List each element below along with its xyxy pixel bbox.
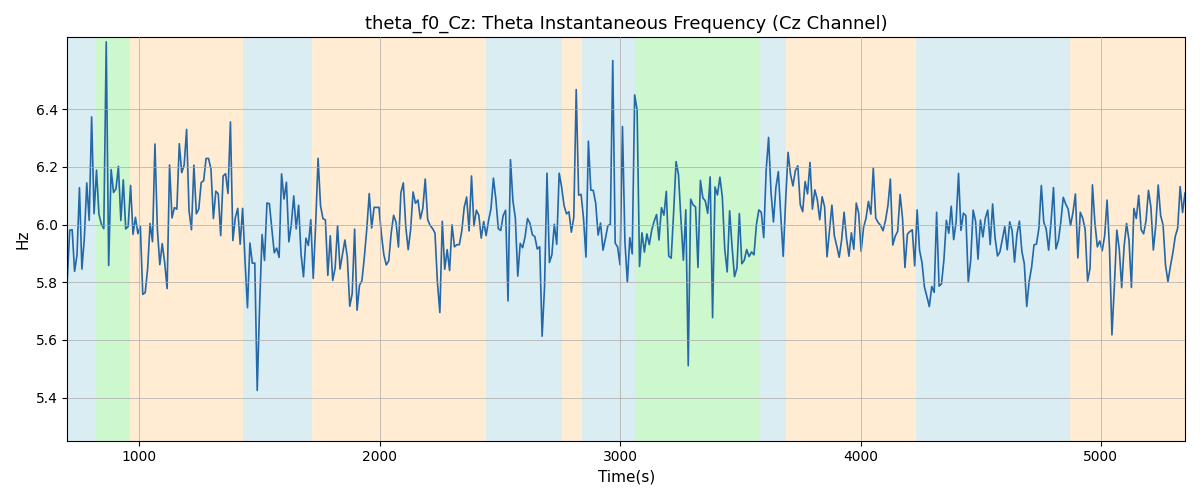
Bar: [635, 38, 760, 440]
Bar: [563, 38, 582, 440]
Bar: [582, 38, 635, 440]
Y-axis label: Hz: Hz: [16, 230, 30, 249]
Bar: [1069, 38, 1186, 440]
Bar: [67, 38, 96, 440]
Bar: [486, 38, 563, 440]
Bar: [760, 38, 786, 440]
Bar: [242, 38, 312, 440]
Bar: [130, 38, 242, 440]
Bar: [916, 38, 1069, 440]
Bar: [312, 38, 486, 440]
X-axis label: Time(s): Time(s): [598, 470, 655, 485]
Title: theta_f0_Cz: Theta Instantaneous Frequency (Cz Channel): theta_f0_Cz: Theta Instantaneous Frequen…: [365, 15, 888, 34]
Bar: [96, 38, 130, 440]
Bar: [786, 38, 916, 440]
